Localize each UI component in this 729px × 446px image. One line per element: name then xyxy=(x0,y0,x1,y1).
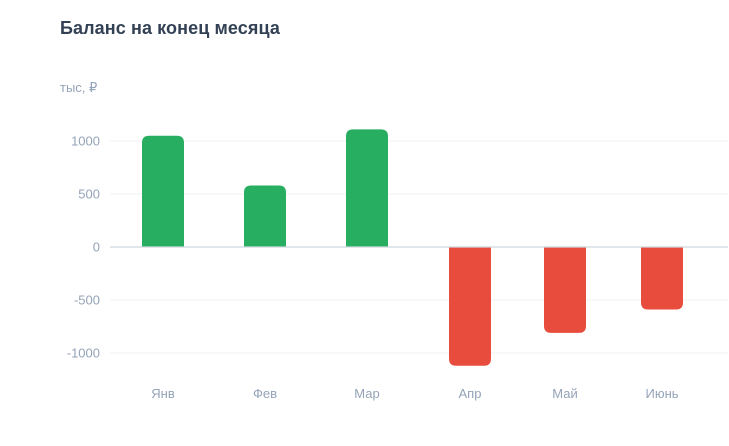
x-tick-label: Май xyxy=(552,386,577,401)
y-tick-label: 0 xyxy=(93,240,100,255)
x-axis-ticks: Янв Фев Мар Апр Май Июнь xyxy=(151,386,678,401)
bar-Июнь[interactable] xyxy=(641,247,683,310)
x-tick-label: Июнь xyxy=(645,386,678,401)
bar-Май[interactable] xyxy=(544,247,586,333)
chart-title: Баланс на конец месяца xyxy=(60,18,280,38)
x-tick-label: Янв xyxy=(151,386,175,401)
x-tick-label: Фев xyxy=(253,386,277,401)
bar-Апр[interactable] xyxy=(449,247,491,366)
y-axis-ticks: 1000 500 0 -500 -1000 xyxy=(67,134,100,361)
x-tick-label: Мар xyxy=(354,386,379,401)
bar-Фев[interactable] xyxy=(244,185,286,247)
y-tick-label: 500 xyxy=(78,187,100,202)
grid-layer xyxy=(110,140,728,354)
x-tick-label: Апр xyxy=(459,386,482,401)
y-tick-label: 1000 xyxy=(71,134,100,149)
bar-Мар[interactable] xyxy=(346,129,388,247)
y-tick-label: -500 xyxy=(74,293,100,308)
bar-Янв[interactable] xyxy=(142,135,184,247)
y-axis-unit-label: тыс, ₽ xyxy=(60,80,98,95)
bars xyxy=(142,129,683,366)
y-tick-label: -1000 xyxy=(67,346,100,361)
